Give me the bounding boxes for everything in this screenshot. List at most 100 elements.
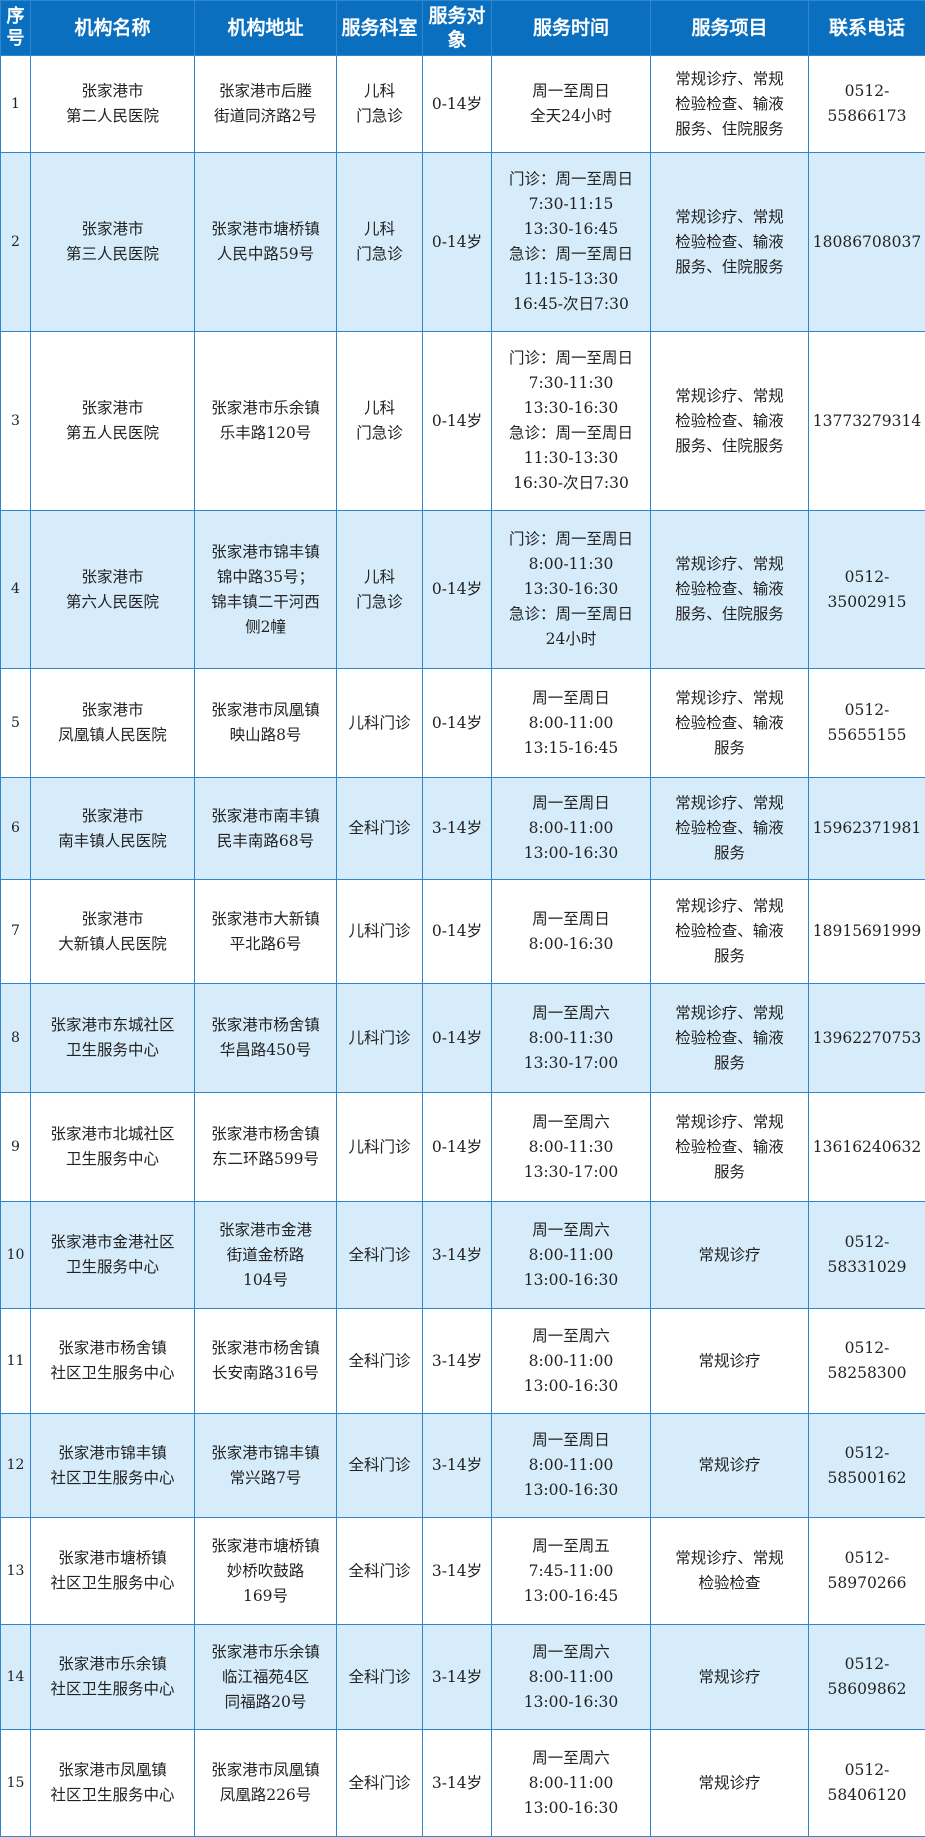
cell-phone: 0512- 58609862 — [808, 1624, 925, 1730]
cell-phone: 18086708037 — [808, 152, 925, 332]
cell-index: 4 — [0, 510, 31, 669]
cell-hours: 周一至周日 全天24小时 — [491, 55, 651, 153]
cell-department: 全科门诊 — [336, 1729, 423, 1837]
cell-department: 全科门诊 — [336, 1201, 423, 1309]
cell-department: 儿科 门急诊 — [336, 152, 423, 332]
cell-services: 常规诊疗、常规 检验检查、输液 服务 — [650, 879, 809, 984]
cell-age-range: 3-14岁 — [422, 1729, 492, 1837]
cell-address: 张家港市南丰镇 民丰南路68号 — [194, 777, 337, 880]
cell-hours: 周一至周日 8:00-16:30 — [491, 879, 651, 984]
cell-index: 11 — [0, 1308, 31, 1414]
table-row: 3 张家港市 第五人民医院 张家港市乐余镇 乐丰路120号 儿科 门急诊 0-14岁 门诊… — [0, 331, 925, 511]
cell-address: 张家港市后塍 街道同济路2号 — [194, 55, 337, 153]
header-age-range: 服务对象 — [422, 0, 492, 56]
cell-address: 张家港市杨舍镇 长安南路316号 — [194, 1308, 337, 1414]
cell-index: 1 — [0, 55, 31, 153]
cell-name: 张家港市 第六人民医院 — [30, 510, 195, 669]
cell-phone: 0512- 55866173 — [808, 55, 925, 153]
table-row: 14 张家港市乐余镇 社区卫生服务中心 张家港市乐余镇 临江福苑4区 同福路20号全… — [0, 1624, 925, 1730]
cell-age-range: 0-14岁 — [422, 879, 492, 984]
cell-services: 常规诊疗、常规 检验检查、输液 服务、住院服务 — [650, 152, 809, 332]
cell-department: 全科门诊 — [336, 1624, 423, 1730]
cell-phone: 0512- 58258300 — [808, 1308, 925, 1414]
cell-hours: 门诊：周一至周日 8:00-11:30 13:30-16:30 急诊：周一至周日… — [491, 510, 651, 669]
cell-name: 张家港市 第五人民医院 — [30, 331, 195, 511]
cell-services: 常规诊疗 — [650, 1624, 809, 1730]
cell-services: 常规诊疗、常规 检验检查、输液 服务、住院服务 — [650, 331, 809, 511]
table-row: 9 张家港市北城社区 卫生服务中心 张家港市杨舍镇 东二环路599号 儿科门诊 0-14… — [0, 1092, 925, 1202]
table-row: 2 张家港市 第三人民医院 张家港市塘桥镇 人民中路59号 儿科 门急诊 0-14岁 门诊… — [0, 152, 925, 332]
cell-hours: 周一至周六 8:00-11:00 13:00-16:30 — [491, 1624, 651, 1730]
cell-hours: 周一至周六 8:00-11:00 13:00-16:30 — [491, 1201, 651, 1309]
cell-address: 张家港市塘桥镇 妙桥吹鼓路 169号 — [194, 1517, 337, 1625]
table-row: 12 张家港市锦丰镇 社区卫生服务中心 张家港市锦丰镇 常兴路7号 全科门诊 3-14岁… — [0, 1413, 925, 1518]
cell-phone: 0512- 58406120 — [808, 1729, 925, 1837]
cell-name: 张家港市 凤凰镇人民医院 — [30, 668, 195, 778]
table-row: 10 张家港市金港社区 卫生服务中心 张家港市金港 街道金桥路 104号 全科门诊 3-… — [0, 1201, 925, 1309]
cell-phone: 0512- 58331029 — [808, 1201, 925, 1309]
table-header: 序号 机构名称 机构地址 服务科室 服务对象 服务时间 服务项目 联系电话 — [0, 0, 925, 56]
cell-department: 儿科门诊 — [336, 1092, 423, 1202]
cell-department: 儿科 门急诊 — [336, 510, 423, 669]
cell-department: 儿科门诊 — [336, 983, 423, 1093]
cell-index: 3 — [0, 331, 31, 511]
cell-hours: 周一至周六 8:00-11:30 13:30-17:00 — [491, 983, 651, 1093]
cell-hours: 周一至周五 7:45-11:00 13:00-16:45 — [491, 1517, 651, 1625]
cell-phone: 0512- 58970266 — [808, 1517, 925, 1625]
cell-phone: 15962371981 — [808, 777, 925, 880]
cell-hours: 周一至周日 8:00-11:00 13:15-16:45 — [491, 668, 651, 778]
cell-name: 张家港市金港社区 卫生服务中心 — [30, 1201, 195, 1309]
cell-index: 15 — [0, 1729, 31, 1837]
cell-address: 张家港市乐余镇 临江福苑4区 同福路20号 — [194, 1624, 337, 1730]
cell-name: 张家港市东城社区 卫生服务中心 — [30, 983, 195, 1093]
cell-services: 常规诊疗、常规 检验检查、输液 服务 — [650, 668, 809, 778]
table-row: 11 张家港市杨舍镇 社区卫生服务中心 张家港市杨舍镇 长安南路316号 全科门诊 3-… — [0, 1308, 925, 1414]
cell-index: 14 — [0, 1624, 31, 1730]
cell-services: 常规诊疗、常规 检验检查 — [650, 1517, 809, 1625]
table-row: 5 张家港市 凤凰镇人民医院 张家港市凤凰镇 映山路8号 儿科门诊 0-14岁 周一至周日… — [0, 668, 925, 778]
cell-age-range: 3-14岁 — [422, 1308, 492, 1414]
cell-hours: 门诊：周一至周日 7:30-11:15 13:30-16:45 急诊：周一至周日… — [491, 152, 651, 332]
cell-department: 儿科门诊 — [336, 668, 423, 778]
cell-name: 张家港市乐余镇 社区卫生服务中心 — [30, 1624, 195, 1730]
cell-index: 6 — [0, 777, 31, 880]
cell-department: 全科门诊 — [336, 777, 423, 880]
cell-age-range: 0-14岁 — [422, 983, 492, 1093]
cell-address: 张家港市杨舍镇 东二环路599号 — [194, 1092, 337, 1202]
cell-index: 9 — [0, 1092, 31, 1202]
cell-index: 8 — [0, 983, 31, 1093]
table-row: 8 张家港市东城社区 卫生服务中心 张家港市杨舍镇 华昌路450号 儿科门诊 0-14岁… — [0, 983, 925, 1093]
cell-services: 常规诊疗 — [650, 1413, 809, 1518]
cell-hours: 周一至周六 8:00-11:00 13:00-16:30 — [491, 1308, 651, 1414]
cell-department: 儿科门诊 — [336, 879, 423, 984]
cell-hours: 周一至周六 8:00-11:30 13:30-17:00 — [491, 1092, 651, 1202]
cell-phone: 0512- 55655155 — [808, 668, 925, 778]
cell-age-range: 0-14岁 — [422, 1092, 492, 1202]
cell-services: 常规诊疗 — [650, 1201, 809, 1309]
cell-name: 张家港市 第三人民医院 — [30, 152, 195, 332]
cell-services: 常规诊疗 — [650, 1729, 809, 1837]
cell-services: 常规诊疗、常规 检验检查、输液 服务 — [650, 983, 809, 1093]
table-row: 7 张家港市 大新镇人民医院 张家港市大新镇 平北路6号 儿科门诊 0-14岁 周一至周日… — [0, 879, 925, 984]
cell-address: 张家港市锦丰镇 锦中路35号； 锦丰镇二干河西 侧2幢 — [194, 510, 337, 669]
table-row: 4 张家港市 第六人民医院 张家港市锦丰镇 锦中路35号； 锦丰镇二干河西 侧2幢儿… — [0, 510, 925, 669]
cell-department: 儿科 门急诊 — [336, 55, 423, 153]
cell-services: 常规诊疗、常规 检验检查、输液 服务、住院服务 — [650, 55, 809, 153]
cell-index: 12 — [0, 1413, 31, 1518]
cell-address: 张家港市杨舍镇 华昌路450号 — [194, 983, 337, 1093]
cell-hours: 周一至周日 8:00-11:00 13:00-16:30 — [491, 777, 651, 880]
cell-phone: 0512- 35002915 — [808, 510, 925, 669]
table-row: 1 张家港市 第二人民医院 张家港市后塍 街道同济路2号 儿科 门急诊 0-14岁 周一至… — [0, 55, 925, 153]
cell-age-range: 3-14岁 — [422, 1517, 492, 1625]
cell-services: 常规诊疗、常规 检验检查、输液 服务 — [650, 777, 809, 880]
cell-hours: 周一至周日 8:00-11:00 13:00-16:30 — [491, 1413, 651, 1518]
cell-name: 张家港市塘桥镇 社区卫生服务中心 — [30, 1517, 195, 1625]
cell-age-range: 0-14岁 — [422, 668, 492, 778]
header-services: 服务项目 — [650, 0, 809, 56]
cell-address: 张家港市锦丰镇 常兴路7号 — [194, 1413, 337, 1518]
cell-address: 张家港市乐余镇 乐丰路120号 — [194, 331, 337, 511]
cell-department: 全科门诊 — [336, 1517, 423, 1625]
cell-phone: 0512- 58500162 — [808, 1413, 925, 1518]
header-index: 序号 — [0, 0, 31, 56]
